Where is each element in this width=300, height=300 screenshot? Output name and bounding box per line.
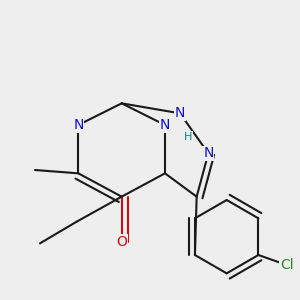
- Text: N: N: [175, 106, 185, 120]
- Text: H: H: [184, 132, 193, 142]
- Text: Cl: Cl: [280, 258, 294, 272]
- Text: N: N: [203, 146, 214, 160]
- Text: N: N: [73, 118, 83, 132]
- Text: N: N: [160, 118, 170, 132]
- Text: O: O: [116, 235, 127, 249]
